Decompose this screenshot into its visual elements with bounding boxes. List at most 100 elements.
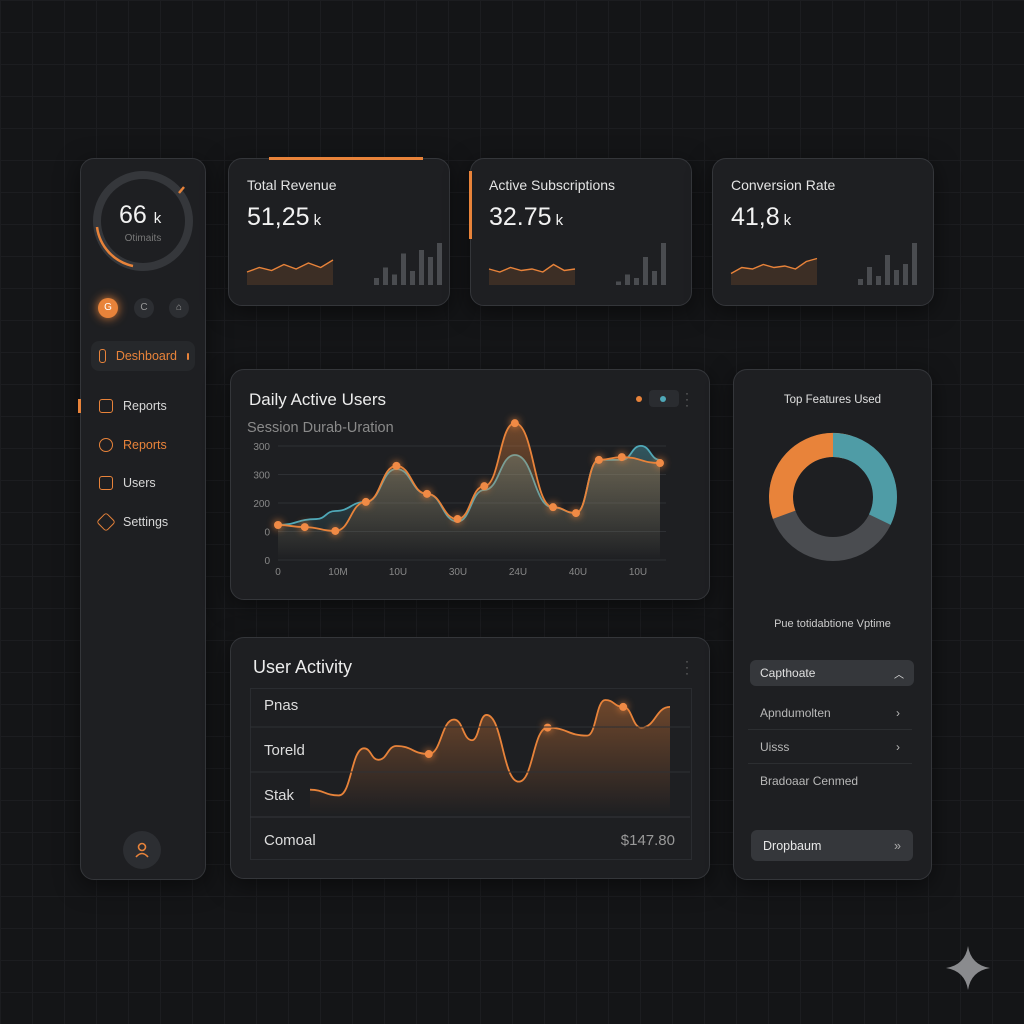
x-tick: 40U [569,567,587,578]
activity-chart [250,699,690,818]
avatar-c[interactable]: C [134,298,154,318]
x-tick: 10U [629,567,647,578]
features-select[interactable]: Capthoate ︿ [750,660,914,686]
spark-bar [419,250,424,285]
features-item[interactable]: Apndumolten › [748,696,912,730]
spark-bar [903,264,908,285]
more-icon[interactable]: · · · [685,386,689,412]
sidebar-item-settings[interactable]: Settings [91,507,195,537]
x-tick: 10U [389,567,407,578]
avatar-home[interactable]: ⌂ [169,298,189,318]
data-point[interactable] [549,503,558,512]
kpi-card-subscriptions: Active Subscriptions 32.75 k [469,158,692,306]
kpi-unit: k [783,212,792,229]
data-point[interactable] [422,489,431,498]
data-point[interactable] [656,459,664,468]
active-indicator [78,399,81,413]
kpi-sparkline [730,243,917,285]
kpi-card-conversion: Conversion Rate 41,8 k [712,158,934,306]
gauge-arc [95,226,134,268]
donut-slice-orange [769,433,897,561]
data-point[interactable] [617,453,626,462]
spark-bar [374,278,379,285]
features-card: Top Features Used Pue totidabtione Vptim… [733,369,932,880]
kpi-unit: k [313,212,322,229]
features-subtitle: Pue totidabtione Vptime [774,618,891,630]
spark-bar [876,276,881,285]
sparkle-icon [946,946,990,990]
spark-bar [437,243,442,285]
data-point[interactable] [619,702,628,711]
y-tick: 0 [264,556,270,567]
spark-bar [885,255,890,285]
spark-line [730,257,818,275]
x-tick: 0 [275,567,281,578]
legend-orange[interactable] [636,396,642,402]
y-tick: 0 [264,528,270,539]
spark-bar [410,271,415,285]
features-title: Top Features Used [783,394,882,406]
profile-button[interactable] [123,831,161,869]
accent-bar [469,171,472,239]
series-area-orange [310,700,670,815]
data-point[interactable] [331,526,340,535]
data-point[interactable] [453,515,462,524]
kpi-value: 51,25 [247,203,310,231]
x-tick: 24U [509,567,527,578]
spark-bar [912,243,917,285]
data-point[interactable] [571,509,580,518]
kpi-sparkline [246,243,442,285]
sidebar-item-dashboard[interactable]: Deshboard [91,341,195,371]
data-point[interactable] [543,723,552,732]
chevron-right-icon: › [896,739,900,754]
chevron-right-icon: › [896,705,900,720]
users-icon [99,476,113,490]
accent-bar [269,157,423,160]
spark-bar [428,257,433,285]
more-icon[interactable]: · · · [685,654,689,680]
kpi-unit: k [555,212,564,229]
data-point[interactable] [594,455,603,464]
home-icon [99,349,106,363]
series-area-orange [278,423,660,560]
spark-bar [652,271,657,285]
data-point[interactable] [274,521,282,529]
gauge-value: 66 [119,201,147,229]
data-point[interactable] [361,497,370,506]
gauge-label: Otimaits [124,233,162,244]
sidebar-item-reports[interactable]: Reports [91,391,195,421]
kpi-sparkline [488,243,666,285]
x-tick: 10M [328,567,347,578]
avatar-g[interactable]: G [98,298,118,318]
sidebar-item-reports-2[interactable]: Reports [91,430,195,460]
dau-subtitle: Session Durab-Uration [247,420,394,436]
data-point[interactable] [300,523,309,532]
dropdown-button[interactable]: Dropbaum» [751,830,913,861]
y-tick: 200 [253,499,270,510]
activity-row: Toreld [264,742,305,759]
kpi-value: 41,8 [731,203,780,231]
features-item[interactable]: Bradoaar Cenmed [760,774,859,788]
double-chevron-icon: » [894,838,901,853]
spark-bar [867,267,872,285]
kpi-card-revenue: Total Revenue 51,25 k [228,157,450,306]
series-line-orange [277,422,661,532]
data-point[interactable] [392,461,401,470]
report-icon [99,399,113,413]
sidebar-item-users[interactable]: Users [91,468,195,498]
series-line-orange [309,699,671,797]
kpi-title: Active Subscriptions [489,177,616,193]
chevron-up-icon: ︿ [894,669,904,681]
legend-teal-toggle[interactable] [649,390,679,407]
features-item[interactable]: Uisss › [748,730,912,764]
kpi-title: Total Revenue [247,177,337,193]
activity-row: Pnas [264,697,299,714]
spark-bar [894,270,899,285]
spark-bar [616,281,621,285]
active-dot [186,352,189,360]
data-point[interactable] [424,750,433,759]
kpi-value: 32.75 [489,203,552,231]
data-point[interactable] [480,482,489,491]
data-point[interactable] [510,419,519,428]
